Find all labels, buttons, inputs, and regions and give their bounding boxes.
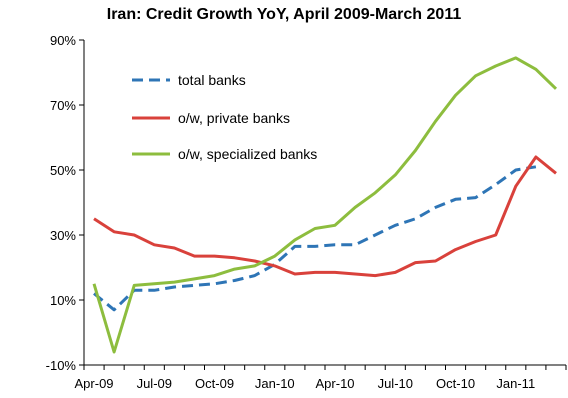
series-lines bbox=[92, 56, 558, 354]
x-axis-ticks: Apr-09 Jul-09 Oct-09 Jan-10 Apr-10 Jul-10 Oct-… bbox=[75, 365, 567, 391]
x-tick-label: Apr-10 bbox=[316, 376, 355, 391]
x-tick-label: Jul-10 bbox=[378, 376, 413, 391]
legend-label-3: o/w, specialized banks bbox=[178, 146, 317, 162]
series-line-2 bbox=[93, 155, 557, 278]
axes bbox=[83, 40, 566, 366]
chart-title: Iran: Credit Growth YoY, April 2009-Marc… bbox=[106, 6, 462, 23]
series-line-3 bbox=[92, 56, 558, 354]
legend-label-2: o/w, private banks bbox=[178, 110, 290, 126]
y-tick-label: -10% bbox=[46, 358, 77, 373]
y-tick-label: 70% bbox=[50, 98, 76, 113]
y-tick-label: 50% bbox=[50, 163, 76, 178]
y-tick-label: 90% bbox=[50, 33, 76, 48]
legend-label-1: total banks bbox=[178, 72, 246, 88]
y-tick-label: 30% bbox=[50, 228, 76, 243]
x-tick-label: Oct-10 bbox=[436, 376, 475, 391]
series-line-1 bbox=[93, 165, 537, 312]
y-axis-ticks: 90% 70% 50% 30% 10% -10% bbox=[46, 33, 84, 373]
x-tick-label: Apr-09 bbox=[75, 376, 114, 391]
legend: total banks o/w, private banks o/w, specia… bbox=[132, 72, 317, 162]
x-tick-label: Jul-09 bbox=[137, 376, 172, 391]
x-tick-label: Jan-11 bbox=[496, 376, 535, 391]
y-tick-label: 10% bbox=[50, 293, 76, 308]
x-tick-label: Oct-09 bbox=[195, 376, 234, 391]
x-tick-label: Jan-10 bbox=[255, 376, 295, 391]
